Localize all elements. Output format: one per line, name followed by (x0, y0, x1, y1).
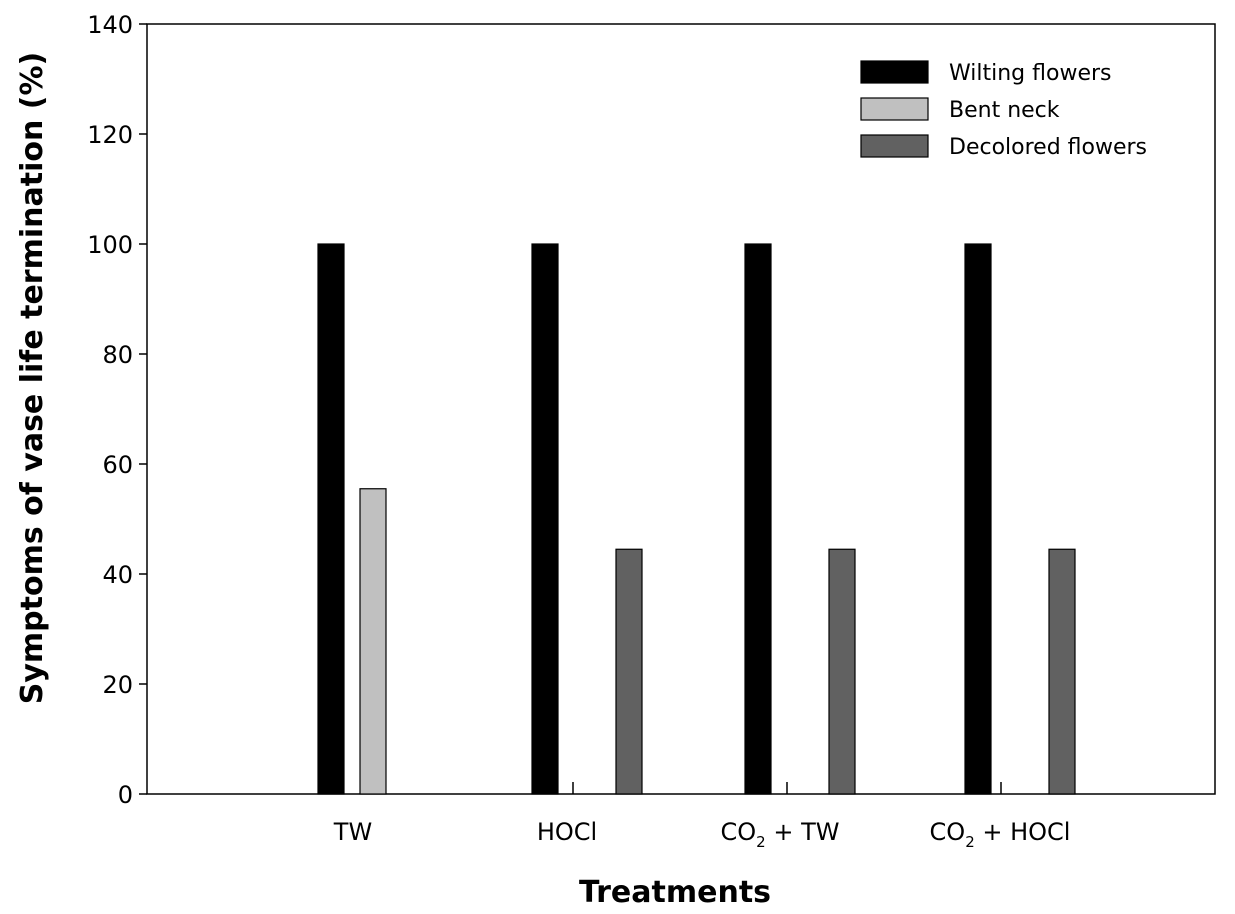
decolored-bar (828, 548, 856, 795)
x-tick-label: TW (333, 818, 372, 846)
plot-border (146, 23, 1216, 795)
bent-neck-bar (359, 488, 387, 795)
decolored-bar (1048, 548, 1076, 795)
legend-item-bent-neck: Bent neck (860, 97, 1060, 123)
plot-frame (146, 23, 1216, 795)
wilting-bar (744, 243, 772, 795)
legend-swatch (860, 134, 929, 158)
legend-label: Bent neck (949, 98, 1060, 123)
wilting-bar (964, 243, 992, 795)
y-tick-label: 60 (102, 451, 133, 479)
x-tick-label: HOCl (537, 818, 597, 846)
wilting-bar (317, 243, 345, 795)
y-tick-label: 100 (87, 231, 133, 259)
y-tick-label: 80 (102, 341, 133, 369)
legend-swatch (860, 60, 929, 84)
y-tick-label: 140 (87, 11, 133, 39)
y-tick-label: 0 (118, 781, 133, 809)
legend-item-wilting: Wilting flowers (860, 60, 1112, 86)
legend-label: Wilting flowers (949, 61, 1112, 86)
legend-label: Decolored flowers (949, 135, 1147, 160)
wilting-bar (531, 243, 559, 795)
decolored-bar (615, 548, 643, 795)
y-tick-label: 40 (102, 561, 133, 589)
x-tick-label: CO2 + TW (721, 818, 840, 851)
legend-item-decolored: Decolored flowers (860, 134, 1147, 160)
y-tick-label: 20 (102, 671, 133, 699)
x-tick-label: CO2 + HOCl (930, 818, 1071, 851)
y-axis: 0 20 40 60 80 100 120 140 (87, 11, 147, 809)
bars (317, 243, 1076, 795)
legend-swatch (860, 97, 929, 121)
legend: Wilting flowers Bent neck Decolored flower… (860, 60, 1147, 160)
y-axis-title: Symptoms of vase life termination (%) (15, 52, 50, 705)
y-tick-label: 120 (87, 121, 133, 149)
x-axis-title: Treatments (579, 875, 771, 910)
x-axis: TW HOCl CO2 + TW CO2 + HOCl (333, 782, 1071, 851)
